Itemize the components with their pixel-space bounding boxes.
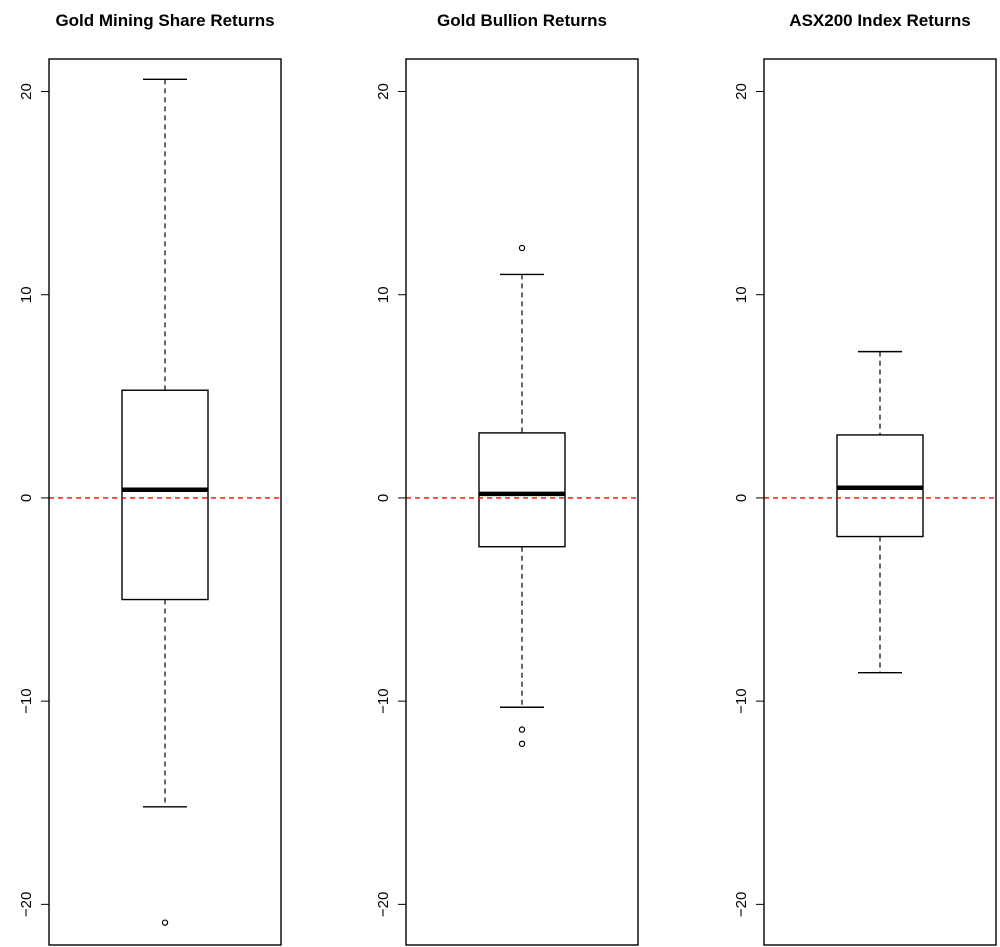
- plot-frame: [405, 58, 639, 946]
- y-tick-label: 0: [18, 494, 35, 502]
- boxplot-panel-2: Gold Bullion Returns −20 −10 0 10 20: [375, 11, 639, 946]
- iqr-box: [478, 432, 566, 548]
- outlier-point: [518, 244, 526, 252]
- y-tick-label: −10: [18, 688, 35, 713]
- plot-content: [764, 350, 996, 674]
- y-tick-label: 0: [375, 494, 392, 502]
- y-tick-label: 20: [375, 83, 392, 100]
- y-tick-label: 10: [375, 286, 392, 303]
- y-tick-label: 10: [18, 286, 35, 303]
- iqr-box: [121, 389, 209, 601]
- chart-title: ASX200 Index Returns: [789, 11, 970, 30]
- plot-content: [49, 78, 281, 926]
- outlier-point: [161, 919, 169, 926]
- plot-frame: [48, 58, 282, 946]
- plot-content: [406, 244, 638, 748]
- chart-title: Gold Mining Share Returns: [55, 11, 274, 30]
- y-tick-label: 10: [733, 286, 750, 303]
- y-tick-label: −10: [733, 688, 750, 713]
- boxplot-panel-3: ASX200 Index Returns −20 −10 0 10 20: [733, 11, 997, 946]
- outlier-point: [518, 726, 526, 733]
- y-tick-label: 20: [18, 83, 35, 100]
- y-tick-label: −10: [375, 688, 392, 713]
- outlier-point: [518, 740, 526, 748]
- y-tick-label: −20: [18, 892, 35, 917]
- y-axis: −20 −10 0 10 20: [733, 83, 764, 917]
- chart-title: Gold Bullion Returns: [437, 11, 607, 30]
- boxplot-panel-1: Gold Mining Share Returns −20 −10 0 10 20: [18, 11, 282, 946]
- y-tick-label: 0: [733, 494, 750, 502]
- y-tick-label: 20: [733, 83, 750, 100]
- y-tick-label: −20: [375, 892, 392, 917]
- y-axis: −20 −10 0 10 20: [18, 83, 49, 917]
- plot-frame: [763, 58, 997, 946]
- y-tick-label: −20: [733, 892, 750, 917]
- y-axis: −20 −10 0 10 20: [375, 83, 406, 917]
